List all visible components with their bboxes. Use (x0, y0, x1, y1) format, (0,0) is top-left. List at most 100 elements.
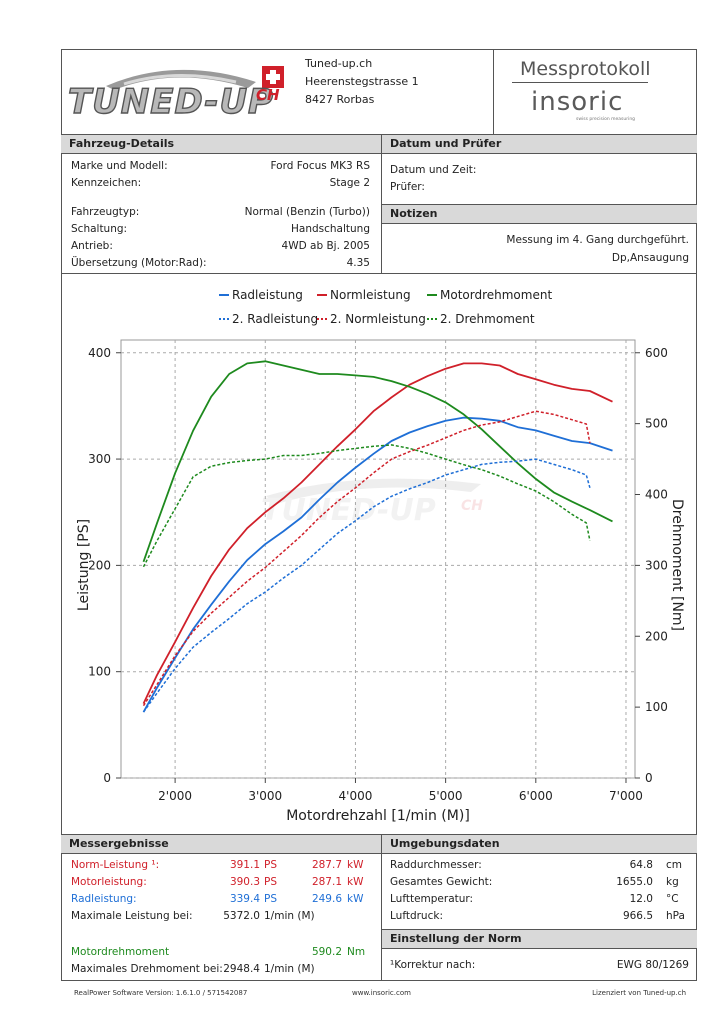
torque-label: Motordrehmoment (71, 946, 170, 958)
drive-value: 4WD ab Bj. 2005 (281, 240, 370, 252)
x-axis-label: Motordrehzahl [1/min (M)] (286, 808, 470, 824)
x-tick-label: 6'000 (519, 789, 553, 803)
env-row-wheel-unit: cm (666, 859, 683, 871)
insoric-logo: insoric (531, 87, 624, 117)
series-2-radleistung (142, 458, 591, 713)
result-row-motor-kw: 287.1 (311, 876, 342, 888)
ratio-label: Übersetzung (Motor:Rad): (71, 257, 207, 269)
y-tick-label: 100 (88, 665, 111, 679)
type-value: Normal (Benzin (Turbo)) (244, 206, 370, 218)
env-row-temp-unit: °C (666, 893, 679, 905)
torque-value: 590.2 (311, 946, 342, 958)
y2-tick-label: 200 (645, 629, 668, 643)
result-row-norm-kw: 287.7 (311, 859, 342, 871)
y-tick-label: 0 (103, 771, 111, 785)
notes-line1: Messung im 4. Gang durchgeführt. (506, 234, 689, 246)
env-row-wheel-label: Raddurchmesser: (390, 859, 482, 871)
svg-text:TUNED-UP: TUNED-UP (261, 493, 436, 528)
model-value: Ford Focus MK3 RS (270, 160, 370, 172)
x-tick-label: 4'000 (339, 789, 373, 803)
env-row-temp-value: 12.0 (629, 893, 653, 905)
env-row-weight-label: Gesamtes Gewicht: (390, 876, 493, 888)
drive-label: Antrieb: (71, 240, 113, 252)
max-power-value: 5372.0 (223, 910, 260, 922)
y-tick-label: 200 (88, 558, 111, 572)
max-torque-unit: 1/min (M) (264, 963, 315, 975)
plate-value: Stage 2 (329, 177, 370, 189)
y-axis-label: Leistung [PS] (76, 519, 92, 611)
footer-license: Lizenziert von Tuned-up.ch (592, 989, 686, 997)
plate-label: Kennzeichen: (71, 177, 142, 189)
env-row-pressure-label: Luftdruck: (390, 910, 443, 922)
x-tick-label: 5'000 (429, 789, 463, 803)
doc-title: Messprotokoll (520, 58, 651, 80)
result-row-wheel-kw-unit: kW (347, 893, 364, 905)
result-row-motor-label: Motorleistung: (71, 876, 147, 888)
gear-label: Schaltung: (71, 223, 128, 235)
result-row-norm-ps-unit: PS (264, 859, 277, 871)
result-row-wheel-kw: 249.6 (311, 893, 342, 905)
env-row-pressure-unit: hPa (666, 910, 685, 922)
series-2-normleistung (142, 410, 591, 707)
gear-value: Handschaltung (291, 223, 370, 235)
env-row-temp-label: Lufttemperatur: (390, 893, 474, 905)
legend-label: Radleistung (232, 288, 303, 302)
legend-label: 2. Radleistung (232, 312, 318, 326)
footer-software: RealPower Software Version: 1.6.1.0 / 57… (74, 989, 248, 997)
dyno-chart: TUNED-UP CH 2'000 3'000 4'000 5'000 6'000 7'0… (76, 288, 685, 824)
result-row-norm-kw-unit: kW (347, 859, 364, 871)
result-row-wheel-ps: 339.4 (229, 893, 260, 905)
max-power-unit: 1/min (M) (264, 910, 315, 922)
plot-area (120, 339, 636, 779)
legend-label: 2. Drehmoment (440, 312, 535, 326)
env-row-wheel-value: 64.8 (629, 859, 653, 871)
company-logo: TUNED-UP CH (66, 54, 291, 132)
vehicle-heading: Fahrzeug-Details (61, 134, 382, 154)
result-row-norm-ps: 391.1 (229, 859, 260, 871)
type-label: Fahrzeugtyp: (71, 206, 140, 218)
series-normleistung (142, 362, 613, 704)
y-tick-label: 400 (88, 346, 111, 360)
insoric-tagline: swiss precision measuring (576, 117, 636, 122)
notes-heading: Notizen (381, 204, 697, 224)
chart-top-border (61, 273, 697, 274)
legend-label: Motordrehmoment (440, 288, 552, 302)
x-tick-label: 7'000 (609, 789, 643, 803)
torque-unit: Nm (347, 946, 366, 958)
y2-tick-label: 300 (645, 558, 668, 572)
y2-axis-label: Drehmoment [Nm] (669, 499, 685, 631)
x-tick-label: 3'000 (248, 789, 282, 803)
result-row-wheel-label: Radleistung: (71, 893, 137, 905)
norm-label: ¹Korrektur nach: (390, 959, 476, 971)
result-row-motor-ps-unit: PS (264, 876, 277, 888)
datetime-label: Datum und Zeit: (390, 164, 477, 176)
footer-website[interactable]: www.insoric.com (352, 989, 411, 997)
env-row-pressure-value: 966.5 (622, 910, 653, 922)
title-underline (512, 82, 648, 83)
legend-label: Normleistung (330, 288, 411, 302)
header-divider (493, 49, 494, 134)
env-row-weight-value: 1655.0 (616, 876, 653, 888)
y2-tick-label: 600 (645, 346, 668, 360)
legend-label: 2. Normleistung (330, 312, 426, 326)
max-torque-label: Maximales Drehmoment bei: (71, 963, 223, 975)
y2-tick-label: 100 (645, 700, 668, 714)
result-row-wheel-ps-unit: PS (264, 893, 277, 905)
y2-tick-label: 0 (645, 771, 653, 785)
company-name: Tuned-up.ch (305, 57, 373, 70)
model-label: Marke und Modell: (71, 160, 168, 172)
x-tick-label: 2'000 (158, 789, 192, 803)
results-heading: Messergebnisse (61, 834, 382, 854)
y2-tick-label: 400 (645, 488, 668, 502)
y2-tick-label: 500 (645, 417, 668, 431)
chart-watermark: TUNED-UP CH (261, 478, 483, 528)
result-row-motor-ps: 390.3 (229, 876, 260, 888)
date-heading: Datum und Prüfer (381, 134, 697, 154)
company-city: 8427 Rorbas (305, 93, 375, 106)
ratio-value: 4.35 (346, 257, 370, 269)
report-frame (61, 49, 697, 981)
series-motordrehmoment (142, 360, 613, 563)
y-tick-label: 300 (88, 452, 111, 466)
series-2-drehmoment (142, 444, 591, 568)
result-row-norm-label: Norm-Leistung ¹: (71, 859, 160, 871)
